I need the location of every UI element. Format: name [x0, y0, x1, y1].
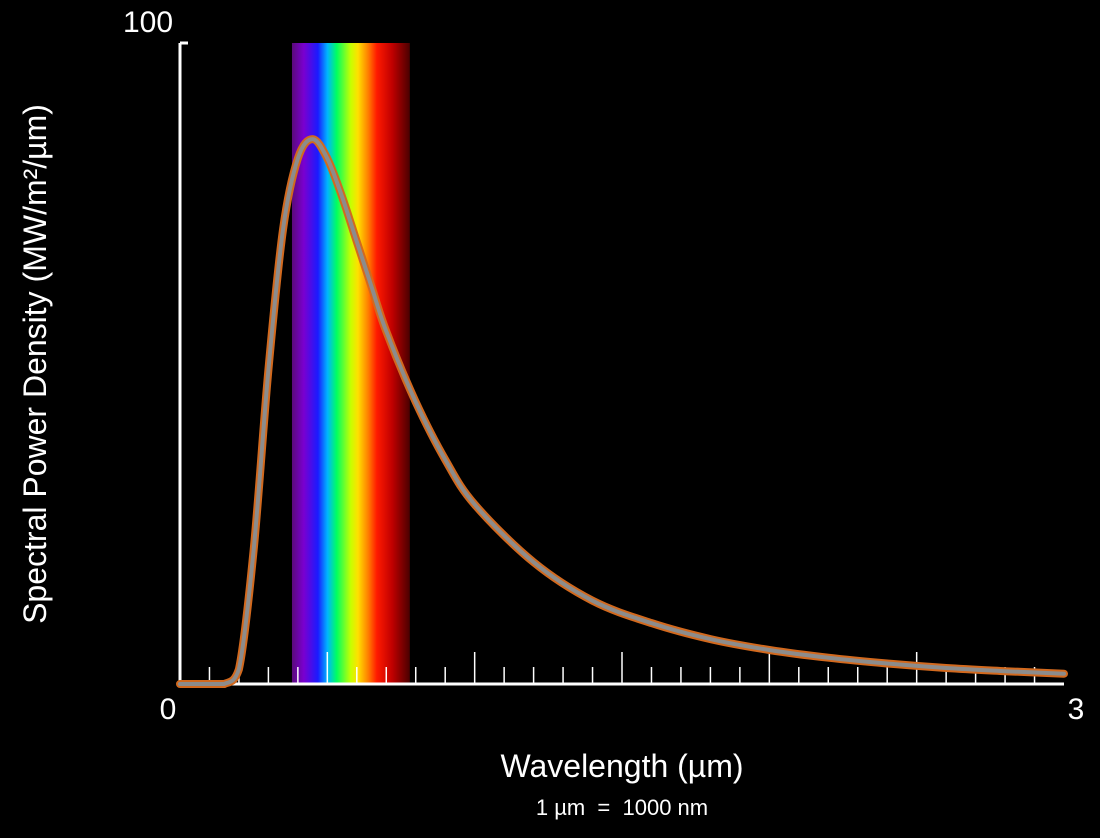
x-axis-label: Wavelength (µm)	[500, 748, 743, 784]
x-tick-label-start: 0	[160, 693, 177, 726]
y-tick-label-top: 100	[123, 6, 173, 39]
visible-spectrum-band	[291, 43, 410, 684]
x-axis-unit-note: 1 µm = 1000 nm	[536, 795, 708, 820]
y-axis-label: Spectral Power Density (MW/m²/µm)	[17, 104, 53, 624]
x-tick-label-end: 3	[1068, 693, 1085, 726]
spectrum-curve	[178, 137, 1066, 687]
